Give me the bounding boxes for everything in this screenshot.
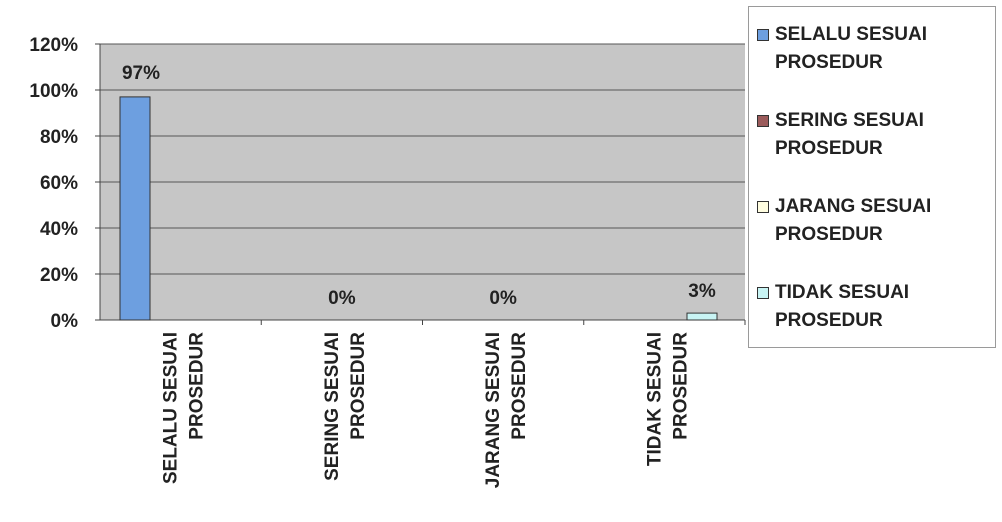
bar (119, 96, 151, 321)
legend-label-line2: PROSEDUR (775, 224, 883, 245)
y-tick-label: 100% (29, 81, 78, 102)
legend-item-tidak: TIDAK SESUAI PROSEDUR (757, 279, 995, 335)
legend-swatch-jarang (757, 201, 769, 213)
legend-swatch-sering (757, 115, 769, 127)
legend-label-line2: PROSEDUR (775, 52, 883, 73)
y-tick-label: 60% (40, 173, 78, 194)
category-label-line: JARANG SESUAI (483, 332, 504, 488)
legend-label-line1: SELALU SESUAI (775, 24, 928, 45)
category-label: TIDAK SESUAI PROSEDUR (644, 332, 691, 466)
legend-item-selalu: SELALU SESUAI PROSEDUR (757, 21, 995, 77)
legend-item-sering: SERING SESUAI PROSEDUR (757, 107, 995, 163)
category-label-line: PROSEDUR (187, 332, 208, 440)
category-label-line: PROSEDUR (670, 332, 691, 440)
data-label: 0% (328, 288, 356, 309)
legend-label-line2: PROSEDUR (775, 310, 883, 331)
category-label-line: TIDAK SESUAI (644, 332, 665, 466)
category-label-line: PROSEDUR (509, 332, 530, 440)
legend-swatch-selalu (757, 29, 769, 41)
legend-label-line1: JARANG SESUAI (775, 196, 932, 217)
y-tick-label: 40% (40, 219, 78, 240)
legend: SELALU SESUAI PROSEDUR SERING SESUAI PRO… (748, 6, 996, 348)
legend-item-jarang: JARANG SESUAI PROSEDUR (757, 193, 995, 249)
category-label-line: SELALU SESUAI (161, 332, 182, 484)
data-label: 0% (489, 288, 517, 309)
category-label: SELALU SESUAI PROSEDUR (161, 332, 208, 484)
bar (686, 312, 718, 321)
category-label: SERING SESUAI PROSEDUR (322, 332, 369, 481)
legend-label-line1: TIDAK SESUAI (775, 282, 910, 303)
legend-label-line1: SERING SESUAI (775, 110, 924, 131)
data-label: 3% (688, 281, 716, 302)
y-tick-label: 120% (29, 35, 78, 56)
category-label-line: SERING SESUAI (322, 332, 343, 481)
category-label: JARANG SESUAI PROSEDUR (483, 332, 530, 489)
y-tick-label: 0% (51, 311, 79, 332)
legend-label-line2: PROSEDUR (775, 138, 883, 159)
y-tick-label: 80% (40, 127, 78, 148)
data-label: 97% (122, 63, 160, 84)
legend-swatch-tidak (757, 287, 769, 299)
y-tick-label: 20% (40, 265, 78, 286)
category-label-line: PROSEDUR (348, 332, 369, 440)
